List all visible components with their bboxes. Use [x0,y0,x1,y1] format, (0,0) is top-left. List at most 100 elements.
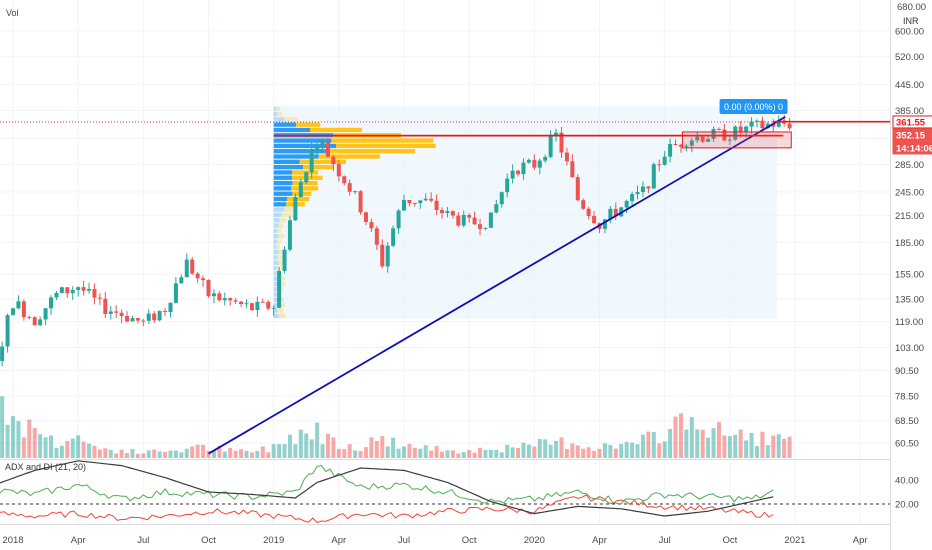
candle-body [244,303,249,305]
currency-label[interactable]: INR [903,16,919,26]
price-tick-label: 60.50 [895,439,919,450]
volume-bar [206,450,211,458]
price-tick-label: 90.50 [895,366,919,377]
volume-bar [434,446,439,458]
candle-body [255,301,260,311]
volume-bar [461,452,466,458]
indicator-axis[interactable]: 40.00 20.00 [895,476,919,511]
volume-bar [315,422,320,458]
time-tick-label: Jul [137,535,149,546]
candle-body [114,311,119,313]
candle-body [602,219,607,229]
time-axis[interactable]: 2018 Apr Jul Oct 2019 Apr Jul Oct 2020 Apr Jul Oct 2… [2,535,867,546]
candle-body [97,297,102,299]
candle-body [488,212,493,228]
volume-bar [125,453,130,458]
candle-body [412,203,417,205]
volume-bar [456,453,461,458]
volume-bar [722,435,727,458]
volume-bar [43,437,48,458]
volume-profile-down [278,313,286,319]
candle-body [309,149,314,173]
candle-body [744,126,749,133]
volume-profile-up [273,149,327,154]
candle-body [179,277,184,284]
volume-profile-up [273,281,279,287]
volume-bar [668,429,673,458]
volume-bar [380,436,385,458]
candle-body [385,245,390,267]
volume-profile-down [318,154,380,159]
volume-profile-down [303,164,333,170]
candle-body [733,126,738,140]
candle-body [228,298,233,301]
candle-body [16,301,21,309]
volume-bar [494,449,499,458]
volume-profile-up [273,313,279,319]
volume-bar [135,453,140,458]
volume-profile-down [277,255,283,260]
volume-bar [630,442,635,458]
volume-bar [32,427,37,458]
time-tick-label: Apr [853,535,868,546]
volume-bar [173,450,178,458]
volume-bar [760,431,765,458]
volume-bar [570,443,575,458]
candle-body [695,136,700,141]
candle-body [130,318,135,322]
price-label-box [892,115,932,129]
price-tick-label: 103.00 [895,343,924,354]
volume-profile-up [273,111,278,117]
volume-bar [266,452,271,458]
candle-body [537,160,542,168]
volume-bar [516,448,521,458]
candle-body [277,270,282,308]
volume-profile-up [273,207,285,212]
volume-bar [249,452,254,458]
candle-body [461,214,466,226]
candle-body [222,298,227,301]
volume-profile-up [273,218,280,223]
candle-body [673,143,678,145]
volume-bar [201,444,206,458]
drawings [0,116,890,455]
candle-body [548,135,553,157]
candle-body [559,132,564,153]
volume-bar [287,434,292,458]
volume-profile-up [273,234,279,239]
candle-body [456,215,461,226]
volume-bar [407,443,412,458]
volume-bar [738,429,743,458]
time-tick-label: Jul [398,535,410,546]
volume-bar [369,437,374,458]
volume-profile-down [277,111,283,117]
volume-bar [559,437,564,458]
volume-bar [646,431,651,458]
candle-body [282,249,287,271]
volume-bar [141,453,146,458]
volume-bar [548,444,553,458]
volume-profile-up [273,308,278,313]
volume-bar [184,448,189,458]
candle-body [260,301,265,303]
volume-bar [157,451,162,458]
volume-profile-up [273,297,279,303]
price-axis[interactable]: 600.00520.00445.00385.00330.00285.00245.… [895,27,924,450]
volume-profile-up [273,164,304,170]
volume-profile-down [326,149,416,154]
volume-bar [711,428,716,458]
candle-body [765,123,770,129]
volume-profile-down [292,180,318,186]
candle-body [510,170,515,179]
candle-body [304,172,309,183]
time-tick-label: Apr [71,535,86,546]
volume-profile-up [273,287,277,292]
volume-profile-down [276,244,280,249]
candle-body [716,128,721,130]
volume-bar [325,433,330,458]
time-tick-label: Oct [722,535,737,546]
volume-profile-up [273,175,293,180]
volume-profile-down [336,143,436,149]
candle-body [32,317,37,326]
measure-tooltip [719,99,788,114]
